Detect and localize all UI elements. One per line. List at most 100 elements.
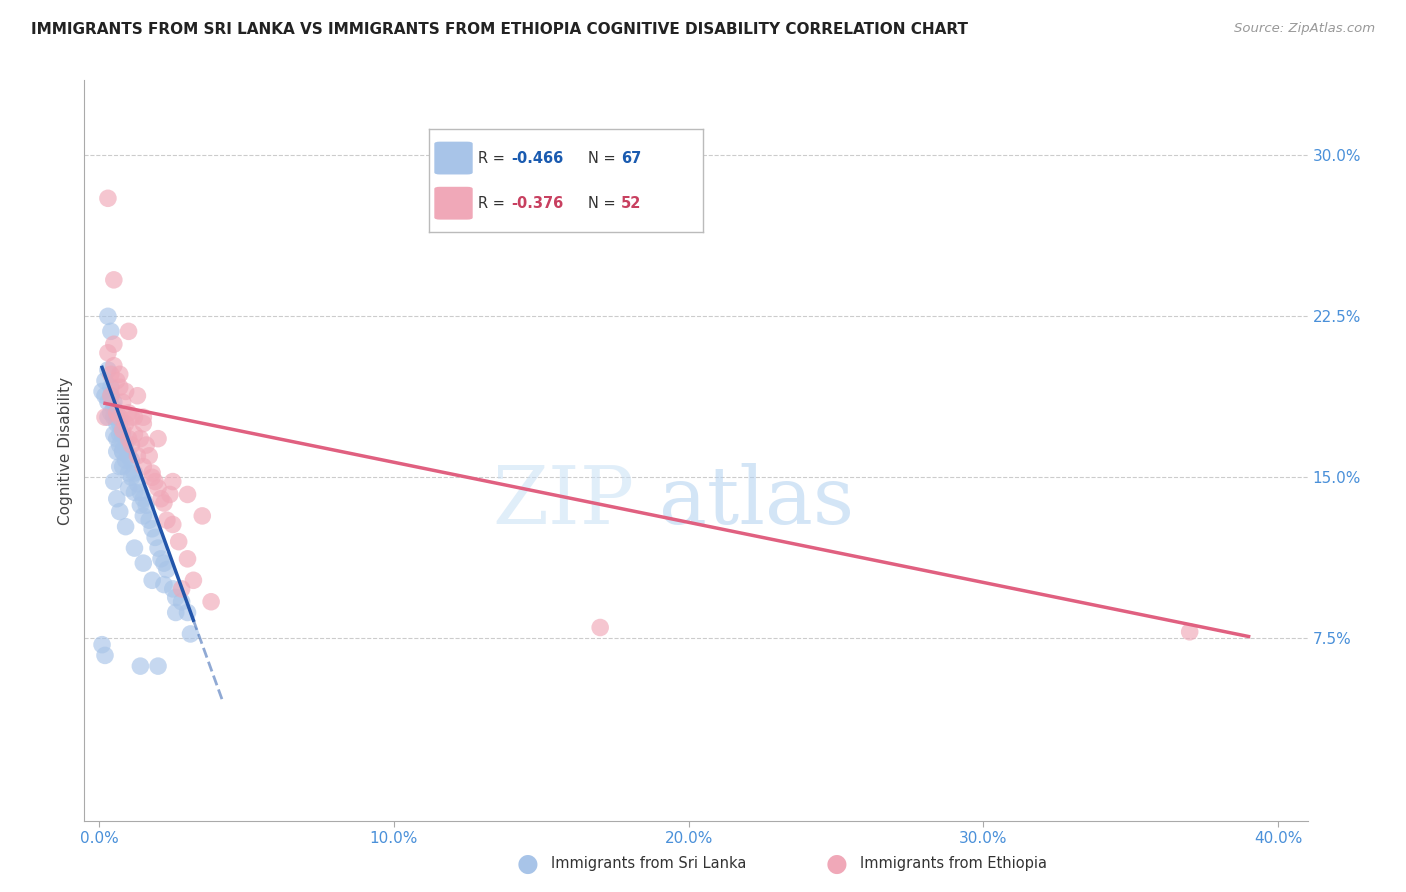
- Point: [132, 459, 155, 474]
- Point: [121, 438, 143, 452]
- Point: [150, 551, 173, 566]
- Point: [100, 380, 122, 394]
- Point: [200, 595, 222, 609]
- Point: [141, 466, 163, 480]
- Point: [170, 582, 193, 596]
- Text: R =: R =: [478, 151, 510, 166]
- Point: [111, 459, 134, 474]
- Point: [103, 410, 125, 425]
- FancyBboxPatch shape: [434, 186, 472, 219]
- Point: [114, 519, 136, 533]
- Point: [97, 346, 120, 360]
- Point: [105, 410, 128, 425]
- Point: [105, 374, 128, 388]
- Point: [146, 432, 169, 446]
- Point: [127, 449, 149, 463]
- Point: [121, 470, 143, 484]
- Point: [176, 551, 198, 566]
- Point: [105, 491, 128, 506]
- Point: [103, 427, 125, 442]
- Point: [153, 577, 176, 591]
- Point: [108, 459, 131, 474]
- Point: [108, 427, 131, 442]
- Point: [114, 384, 136, 399]
- Text: 52: 52: [621, 195, 641, 211]
- Point: [153, 556, 176, 570]
- Text: ●: ●: [516, 852, 538, 875]
- Point: [167, 534, 190, 549]
- Point: [156, 563, 179, 577]
- Text: -0.376: -0.376: [512, 195, 564, 211]
- Point: [108, 417, 131, 431]
- Text: atlas: atlas: [659, 463, 855, 541]
- Point: [111, 444, 134, 458]
- Point: [132, 556, 155, 570]
- Point: [111, 444, 134, 458]
- Point: [117, 449, 139, 463]
- Point: [129, 498, 152, 512]
- Point: [129, 485, 152, 500]
- Point: [97, 410, 120, 425]
- Point: [165, 606, 187, 620]
- Point: [108, 438, 131, 452]
- Point: [117, 466, 139, 480]
- Point: [121, 410, 143, 425]
- Point: [105, 406, 128, 420]
- Point: [103, 337, 125, 351]
- Point: [105, 444, 128, 458]
- Point: [124, 466, 146, 480]
- Text: ●: ●: [825, 852, 848, 875]
- Point: [143, 475, 166, 489]
- Point: [97, 395, 120, 409]
- Point: [103, 273, 125, 287]
- Point: [108, 368, 131, 382]
- Text: 67: 67: [621, 151, 641, 166]
- Point: [150, 491, 173, 506]
- Point: [108, 505, 131, 519]
- Text: IMMIGRANTS FROM SRI LANKA VS IMMIGRANTS FROM ETHIOPIA COGNITIVE DISABILITY CORRE: IMMIGRANTS FROM SRI LANKA VS IMMIGRANTS …: [31, 22, 967, 37]
- Point: [94, 389, 117, 403]
- Point: [103, 401, 125, 416]
- Point: [103, 475, 125, 489]
- Point: [1178, 624, 1201, 639]
- Point: [103, 395, 125, 409]
- Point: [132, 491, 155, 506]
- Point: [94, 374, 117, 388]
- Point: [132, 508, 155, 523]
- Point: [129, 659, 152, 673]
- Point: [170, 595, 193, 609]
- Point: [589, 620, 612, 634]
- Point: [141, 522, 163, 536]
- Point: [105, 417, 128, 431]
- Point: [146, 481, 169, 495]
- Point: [153, 496, 176, 510]
- Point: [114, 438, 136, 452]
- Point: [132, 417, 155, 431]
- Point: [124, 427, 146, 442]
- Point: [162, 517, 184, 532]
- Point: [114, 453, 136, 467]
- Point: [100, 389, 122, 403]
- Text: R =: R =: [478, 195, 510, 211]
- Point: [146, 541, 169, 555]
- Point: [114, 417, 136, 431]
- Point: [124, 485, 146, 500]
- Point: [127, 476, 149, 491]
- Point: [117, 481, 139, 495]
- Point: [94, 410, 117, 425]
- Point: [132, 410, 155, 425]
- Point: [124, 410, 146, 425]
- Point: [97, 310, 120, 324]
- Point: [141, 574, 163, 588]
- Point: [176, 487, 198, 501]
- Point: [146, 659, 169, 673]
- Point: [117, 406, 139, 420]
- Point: [159, 487, 181, 501]
- Point: [97, 191, 120, 205]
- Point: [135, 438, 157, 452]
- Point: [162, 475, 184, 489]
- Point: [100, 389, 122, 403]
- Point: [94, 648, 117, 663]
- Point: [135, 498, 157, 512]
- Point: [91, 384, 114, 399]
